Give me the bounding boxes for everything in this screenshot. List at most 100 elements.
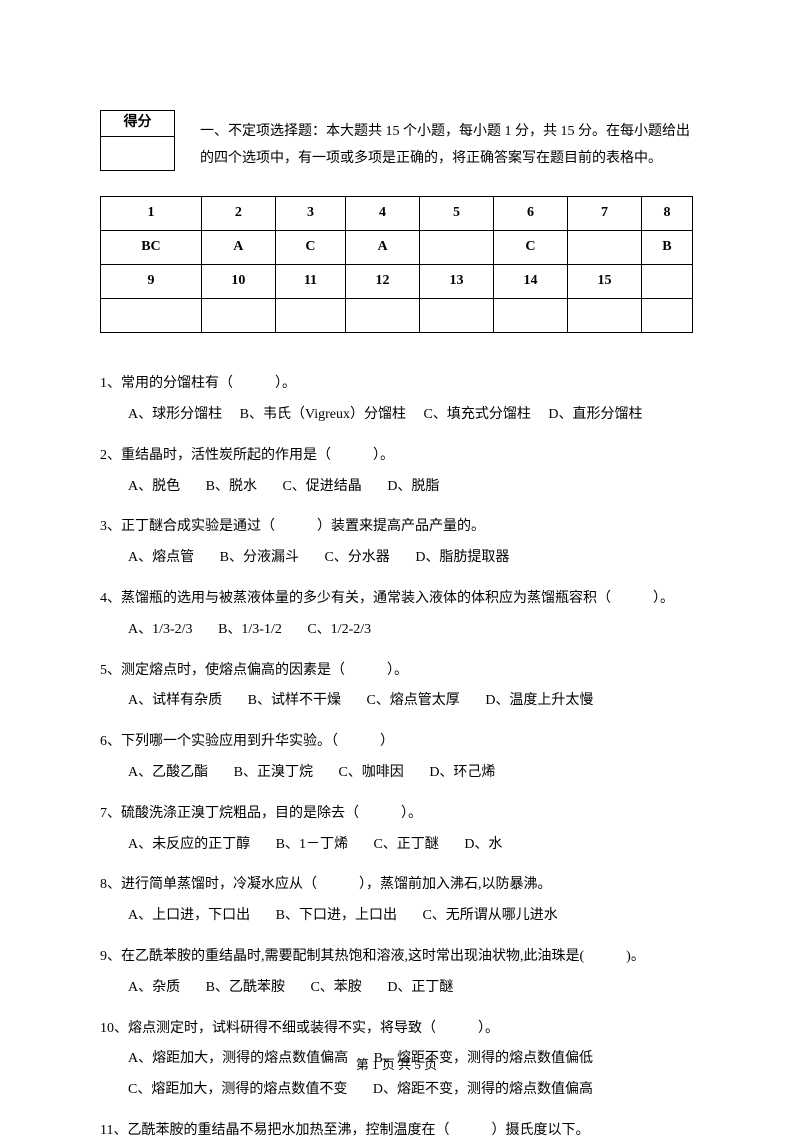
q5-opt-b: B、试样不干燥	[248, 693, 341, 708]
table-row	[101, 299, 693, 333]
q5-opt-a: A、试样有杂质	[128, 693, 222, 708]
q9-opt-d: D、正丁醚	[387, 980, 453, 995]
score-blank[interactable]	[101, 137, 175, 171]
q5-options: A、试样有杂质 B、试样不干燥 C、熔点管太厚 D、温度上升太慢	[128, 686, 693, 717]
ans-h16	[641, 265, 692, 299]
q7-opt-d: D、水	[464, 837, 502, 852]
question-11: 11、乙酰苯胺的重结晶不易把水加热至沸，控制温度在（ ）摄氏度以下。	[100, 1116, 693, 1147]
ans-h10: 10	[201, 265, 275, 299]
q9-options: A、杂质 B、乙酰苯胺 C、苯胺 D、正丁醚	[128, 973, 693, 1004]
ans-v1[interactable]: BC	[101, 231, 202, 265]
ans-h12: 12	[346, 265, 420, 299]
ans-h11: 11	[275, 265, 345, 299]
q2-text: 2、重结晶时，活性炭所起的作用是（ ）。	[100, 441, 693, 472]
ans-v13[interactable]	[420, 299, 494, 333]
q4-opt-c: C、1/2-2/3	[307, 622, 371, 637]
q10-opt-d: D、熔距不变，测得的熔点数值偏高	[373, 1082, 593, 1097]
q7-opt-c: C、正丁醚	[373, 837, 438, 852]
q6-opt-b: B、正溴丁烷	[234, 765, 313, 780]
q7-text: 7、硫酸洗涤正溴丁烷粗品，目的是除去（ ）。	[100, 799, 693, 830]
q8-opt-a: A、上口进，下口出	[128, 908, 250, 923]
q3-opt-b: B、分液漏斗	[220, 550, 299, 565]
q3-text: 3、正丁醚合成实验是通过（ ）装置来提高产品产量的。	[100, 512, 693, 543]
q10-options-2: C、熔距加大，测得的熔点数值不变 D、熔距不变，测得的熔点数值偏高	[128, 1075, 693, 1106]
q2-opt-a: A、脱色	[128, 479, 180, 494]
ans-h4: 4	[346, 197, 420, 231]
ans-v6[interactable]: C	[493, 231, 567, 265]
q4-options: A、1/3-2/3 B、1/3-1/2 C、1/2-2/3	[128, 615, 693, 646]
ans-v11[interactable]	[275, 299, 345, 333]
ans-v5[interactable]	[420, 231, 494, 265]
q2-opt-b: B、脱水	[206, 479, 257, 494]
question-2: 2、重结晶时，活性炭所起的作用是（ ）。 A、脱色 B、脱水 C、促进结晶 D、…	[100, 441, 693, 503]
q1-opt-b: B、韦氏（Vigreux）分馏柱	[240, 407, 406, 422]
question-4: 4、蒸馏瓶的选用与被蒸液体量的多少有关，通常装入液体的体积应为蒸馏瓶容积（ ）。…	[100, 584, 693, 646]
ans-h13: 13	[420, 265, 494, 299]
q5-opt-d: D、温度上升太慢	[485, 693, 593, 708]
ans-h1: 1	[101, 197, 202, 231]
q8-options: A、上口进，下口出 B、下口进，上口出 C、无所谓从哪儿进水	[128, 901, 693, 932]
q1-opt-c: C、填充式分馏柱	[424, 407, 531, 422]
q7-opt-a: A、未反应的正丁醇	[128, 837, 250, 852]
q10-text: 10、熔点测定时，试料研得不细或装得不实，将导致（ ）。	[100, 1014, 693, 1045]
ans-h9: 9	[101, 265, 202, 299]
question-9: 9、在乙酰苯胺的重结晶时,需要配制其热饱和溶液,这时常出现油状物,此油珠是( )…	[100, 942, 693, 1004]
q7-options: A、未反应的正丁醇 B、1－丁烯 C、正丁醚 D、水	[128, 830, 693, 861]
question-7: 7、硫酸洗涤正溴丁烷粗品，目的是除去（ ）。 A、未反应的正丁醇 B、1－丁烯 …	[100, 799, 693, 861]
q9-opt-a: A、杂质	[128, 980, 180, 995]
q3-opt-d: D、脂肪提取器	[415, 550, 509, 565]
ans-h15: 15	[567, 265, 641, 299]
q9-text: 9、在乙酰苯胺的重结晶时,需要配制其热饱和溶液,这时常出现油状物,此油珠是( )…	[100, 942, 693, 973]
q1-opt-a: A、球形分馏柱	[128, 407, 222, 422]
q9-opt-b: B、乙酰苯胺	[206, 980, 285, 995]
q3-opt-c: C、分水器	[324, 550, 389, 565]
q3-opt-a: A、熔点管	[128, 550, 194, 565]
ans-v15[interactable]	[567, 299, 641, 333]
section-instructions: 一、不定项选择题：本大题共 15 个小题，每小题 1 分，共 15 分。在每小题…	[200, 119, 693, 172]
ans-v8[interactable]: B	[641, 231, 692, 265]
question-5: 5、测定熔点时，使熔点偏高的因素是（ ）。 A、试样有杂质 B、试样不干燥 C、…	[100, 656, 693, 718]
q8-opt-c: C、无所谓从哪儿进水	[422, 908, 557, 923]
q4-opt-a: A、1/3-2/3	[128, 622, 193, 637]
ans-v16[interactable]	[641, 299, 692, 333]
q6-options: A、乙酸乙酯 B、正溴丁烷 C、咖啡因 D、环己烯	[128, 758, 693, 789]
ans-h5: 5	[420, 197, 494, 231]
ans-v12[interactable]	[346, 299, 420, 333]
ans-v4[interactable]: A	[346, 231, 420, 265]
ans-v7[interactable]	[567, 231, 641, 265]
q1-opt-d: D、直形分馏柱	[548, 407, 642, 422]
q8-text: 8、进行简单蒸馏时，冷凝水应从（ ），蒸馏前加入沸石,以防暴沸。	[100, 870, 693, 901]
ans-h2: 2	[201, 197, 275, 231]
answer-table: 1 2 3 4 5 6 7 8 BC A C A C B 9 10 11 12 …	[100, 196, 693, 333]
q6-opt-d: D、环己烯	[429, 765, 495, 780]
ans-v9[interactable]	[101, 299, 202, 333]
ans-v10[interactable]	[201, 299, 275, 333]
q2-options: A、脱色 B、脱水 C、促进结晶 D、脱脂	[128, 472, 693, 503]
q5-text: 5、测定熔点时，使熔点偏高的因素是（ ）。	[100, 656, 693, 687]
page-footer: 第 1 页 共 5 页	[0, 1055, 793, 1076]
table-row: 9 10 11 12 13 14 15	[101, 265, 693, 299]
question-8: 8、进行简单蒸馏时，冷凝水应从（ ），蒸馏前加入沸石,以防暴沸。 A、上口进，下…	[100, 870, 693, 932]
q6-opt-c: C、咖啡因	[338, 765, 403, 780]
ans-v3[interactable]: C	[275, 231, 345, 265]
q6-opt-a: A、乙酸乙酯	[128, 765, 208, 780]
q4-text: 4、蒸馏瓶的选用与被蒸液体量的多少有关，通常装入液体的体积应为蒸馏瓶容积（ ）。	[100, 584, 693, 615]
table-row: 1 2 3 4 5 6 7 8	[101, 197, 693, 231]
ans-h8: 8	[641, 197, 692, 231]
ans-h3: 3	[275, 197, 345, 231]
q8-opt-b: B、下口进，上口出	[276, 908, 397, 923]
ans-h6: 6	[493, 197, 567, 231]
q1-options: A、球形分馏柱 B、韦氏（Vigreux）分馏柱 C、填充式分馏柱 D、直形分馏…	[128, 400, 693, 431]
q7-opt-b: B、1－丁烯	[276, 837, 348, 852]
ans-v2[interactable]: A	[201, 231, 275, 265]
q2-opt-d: D、脱脂	[387, 479, 439, 494]
ans-h14: 14	[493, 265, 567, 299]
q6-text: 6、下列哪一个实验应用到升华实验。（ ）	[100, 727, 693, 758]
ans-h7: 7	[567, 197, 641, 231]
ans-v14[interactable]	[493, 299, 567, 333]
score-box: 得分	[100, 110, 175, 171]
q9-opt-c: C、苯胺	[310, 980, 361, 995]
table-row: BC A C A C B	[101, 231, 693, 265]
question-1: 1、常用的分馏柱有（ ）。 A、球形分馏柱 B、韦氏（Vigreux）分馏柱 C…	[100, 369, 693, 431]
q10-opt-c: C、熔距加大，测得的熔点数值不变	[128, 1082, 347, 1097]
